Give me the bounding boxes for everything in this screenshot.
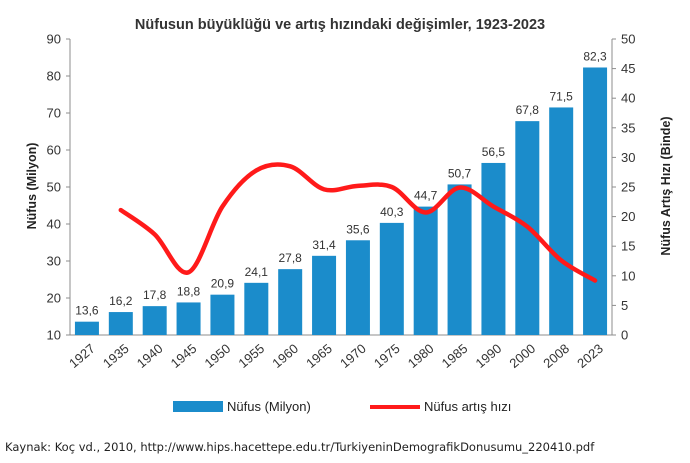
x-tick-label: 1980: [405, 341, 437, 371]
bar-value-label: 35,6: [346, 222, 370, 236]
x-tick-label: 1950: [202, 341, 234, 371]
y2-tick-label: 25: [621, 180, 635, 195]
y2-tick-label: 0: [621, 328, 628, 343]
bar: [142, 306, 167, 335]
bar: [244, 282, 269, 335]
bar-value-label: 50,7: [448, 166, 472, 180]
bar-value-label: 16,2: [109, 294, 133, 308]
y-tick-label: 80: [47, 69, 61, 84]
bar-value-label: 24,1: [245, 265, 269, 279]
source-note: Kaynak: Koç vd., 2010, http://www.hips.h…: [5, 440, 595, 454]
y2-axis-label: Nüfus Artış Hızı (Binde): [659, 116, 673, 255]
x-tick-label: 1990: [473, 341, 505, 371]
y-tick-label: 20: [47, 291, 61, 306]
bar-value-label: 44,7: [414, 189, 438, 203]
x-tick-label: 1945: [168, 341, 200, 371]
bar-value-label: 17,8: [143, 288, 167, 302]
bar: [210, 294, 235, 335]
bar-value-label: 18,8: [177, 284, 201, 298]
x-tick-label: 2023: [574, 341, 606, 371]
chart-title: Nüfusun büyüklüğü ve artış hızındaki değ…: [135, 17, 545, 33]
legend-swatch-bars: [173, 401, 223, 412]
bar: [481, 162, 506, 335]
bar-value-label: 56,5: [482, 145, 506, 159]
x-tick-label: 1940: [134, 341, 166, 371]
bar: [447, 184, 472, 335]
y2-tick-label: 5: [621, 298, 628, 313]
bar-value-label: 13,6: [75, 304, 99, 318]
bar: [549, 107, 574, 335]
y-tick-label: 60: [47, 143, 61, 158]
y-tick-label: 30: [47, 254, 61, 269]
y2-tick-label: 40: [621, 91, 635, 106]
legend-label-line: Nüfus artış hızı: [424, 399, 511, 414]
x-tick-label: 1935: [100, 341, 132, 371]
bar: [108, 312, 133, 335]
bar-value-label: 40,3: [380, 205, 404, 219]
bar-value-label: 67,8: [516, 103, 540, 117]
growth-rate-line: [118, 162, 598, 283]
plot-area: 10 20 30 40 50 60 70 80 90 0 5 10 15 20 25 30 35 40 45 50 19…: [47, 32, 636, 371]
y2-tick-label: 15: [621, 239, 635, 254]
bar: [312, 255, 337, 335]
x-tick-label: 1985: [439, 341, 471, 371]
bar: [74, 321, 99, 335]
y-tick-label: 70: [47, 106, 61, 121]
bar-value-label: 31,4: [312, 238, 336, 252]
x-tick-label: 2000: [506, 341, 538, 371]
chart: Nüfusun büyüklüğü ve artış hızındaki değ…: [25, 17, 673, 414]
legend-label-bars: Nüfus (Milyon): [227, 399, 311, 414]
bar-value-label: 71,5: [550, 89, 574, 103]
bar: [278, 269, 303, 335]
bar: [176, 302, 201, 335]
bar: [413, 206, 438, 335]
x-tick-label: 1960: [269, 341, 301, 371]
x-tick-label: 1927: [66, 341, 98, 371]
y-tick-label: 40: [47, 217, 61, 232]
y2-tick-label: 50: [621, 32, 635, 47]
bar-value-label: 82,3: [583, 49, 607, 63]
x-tick-label: 1970: [337, 341, 369, 371]
y2-tick-label: 35: [621, 120, 635, 135]
y2-tick-label: 30: [621, 150, 635, 165]
y2-tick-label: 20: [621, 209, 635, 224]
x-tick-label: 1965: [303, 341, 335, 371]
y-tick-label: 90: [47, 32, 61, 47]
bar: [345, 240, 370, 335]
bar: [583, 67, 608, 336]
y-tick-label: 10: [47, 328, 61, 343]
y2-tick-label: 10: [621, 268, 635, 283]
x-tick-label: 2008: [540, 341, 572, 371]
x-tick-label: 1955: [235, 341, 267, 371]
bar: [379, 222, 404, 335]
y-tick-label: 50: [47, 180, 61, 195]
legend: Nüfus (Milyon) Nüfus artış hızı: [173, 399, 511, 414]
bar-value-label: 20,9: [211, 277, 235, 291]
y-axis-label: Nüfus (Milyon): [25, 143, 39, 230]
y2-tick-label: 45: [621, 61, 635, 76]
bar-value-label: 27,8: [279, 251, 303, 265]
x-tick-label: 1975: [371, 341, 403, 371]
